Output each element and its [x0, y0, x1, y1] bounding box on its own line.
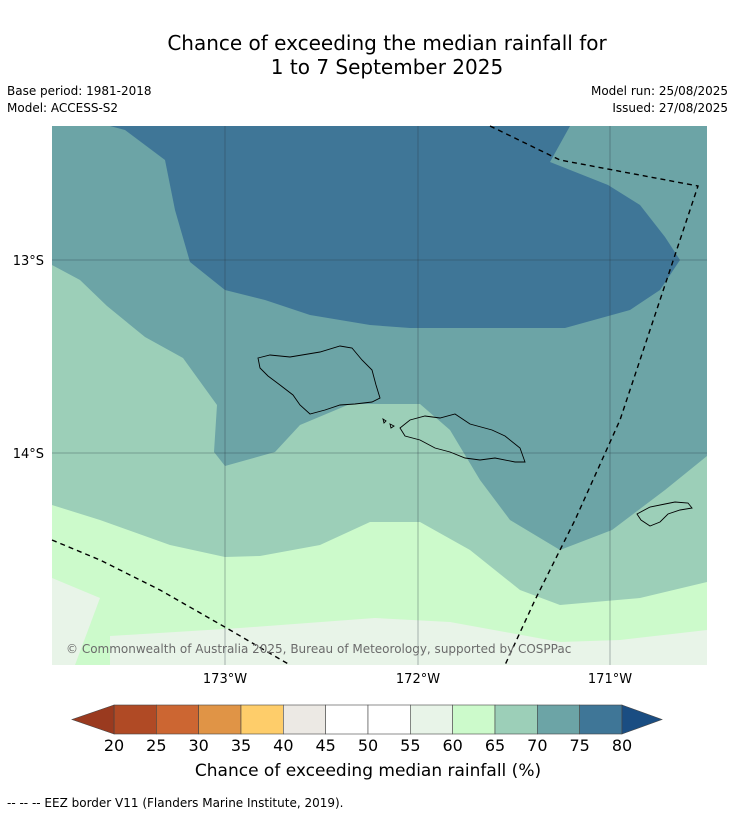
meta-left: Base period: 1981-2018 Model: ACCESS-S2: [7, 83, 152, 117]
model-run-text: Model run: 25/08/2025: [590, 84, 728, 98]
region-55-60-bottom: [110, 618, 707, 665]
colorbar-tick-65: 65: [484, 736, 506, 755]
colorbar-extend-above: [621, 704, 663, 735]
colorbar: [71, 704, 663, 735]
map-title-line1: Chance of exceeding the median rainfall …: [167, 31, 607, 55]
colorbar-bin-25-30: [156, 704, 199, 735]
islands: [257, 345, 693, 527]
savaii-island: [257, 345, 381, 415]
colorbar-bin-20-25: [113, 704, 157, 735]
colorbar-tick-50: 50: [357, 736, 379, 755]
colorbar-tick-40: 40: [273, 736, 294, 755]
graticule: [52, 126, 707, 665]
tutuila-island: [636, 501, 693, 527]
meta-right: Model run: 25/08/2025 Issued: 27/08/2025: [591, 83, 728, 117]
lat-label-14s: 14°S: [13, 447, 44, 462]
region-75-80: [110, 126, 680, 328]
colorbar-tick-75: 75: [569, 736, 590, 755]
colorbar-tick-20: 20: [103, 736, 125, 755]
colorbar-bin-60-65: [452, 704, 496, 735]
colorbar-tick-30: 30: [188, 736, 209, 755]
lon-label-173w: 173°W: [203, 672, 247, 687]
upolu-island: [399, 413, 526, 463]
colorbar-title: Chance of exceeding median rainfall (%): [194, 761, 542, 781]
eez-footnote: -- -- -- EEZ border V11 (Flanders Marine…: [7, 796, 344, 810]
colorbar-extend-below: [71, 704, 115, 735]
eez-border: [51, 125, 699, 666]
apolima-islet: [389, 423, 395, 429]
colorbar-tick-35: 35: [230, 736, 252, 755]
lon-label-172w: 172°W: [396, 672, 440, 687]
copyright-text: © Commonwealth of Australia 2025, Bureau…: [66, 642, 571, 656]
colorbar-tick-55: 55: [400, 736, 421, 755]
region-55-60: [52, 578, 100, 665]
colorbar-bin-30-35: [198, 704, 242, 735]
colorbar-bin-55-60: [410, 704, 453, 735]
probability-regions: [52, 126, 707, 665]
base-period-text: Base period: 1981-2018: [7, 84, 152, 98]
colorbar-bin-45-50: [325, 704, 369, 735]
manono-islet: [382, 417, 387, 424]
colorbar-tick-70: 70: [527, 736, 548, 755]
lat-label-13s: 13°S: [13, 254, 44, 269]
colorbar-tick-45: 45: [315, 736, 336, 755]
issued-text: Issued: 27/08/2025: [612, 101, 728, 115]
colorbar-tick-80: 80: [611, 736, 633, 755]
colorbar-tick-60: 60: [442, 736, 463, 755]
model-text: Model: ACCESS-S2: [7, 101, 119, 115]
colorbar-bin-50-55: [367, 704, 411, 735]
colorbar-bin-75-80: [579, 704, 623, 735]
map-title-line2: 1 to 7 September 2025: [270, 55, 504, 79]
lon-label-171w: 171°W: [588, 672, 632, 687]
colorbar-bin-70-75: [537, 704, 580, 735]
colorbar-bin-65-70: [494, 704, 538, 735]
colorbar-bin-35-40: [240, 704, 284, 735]
colorbar-bin-40-45: [283, 704, 326, 735]
colorbar-tick-25: 25: [146, 736, 167, 755]
